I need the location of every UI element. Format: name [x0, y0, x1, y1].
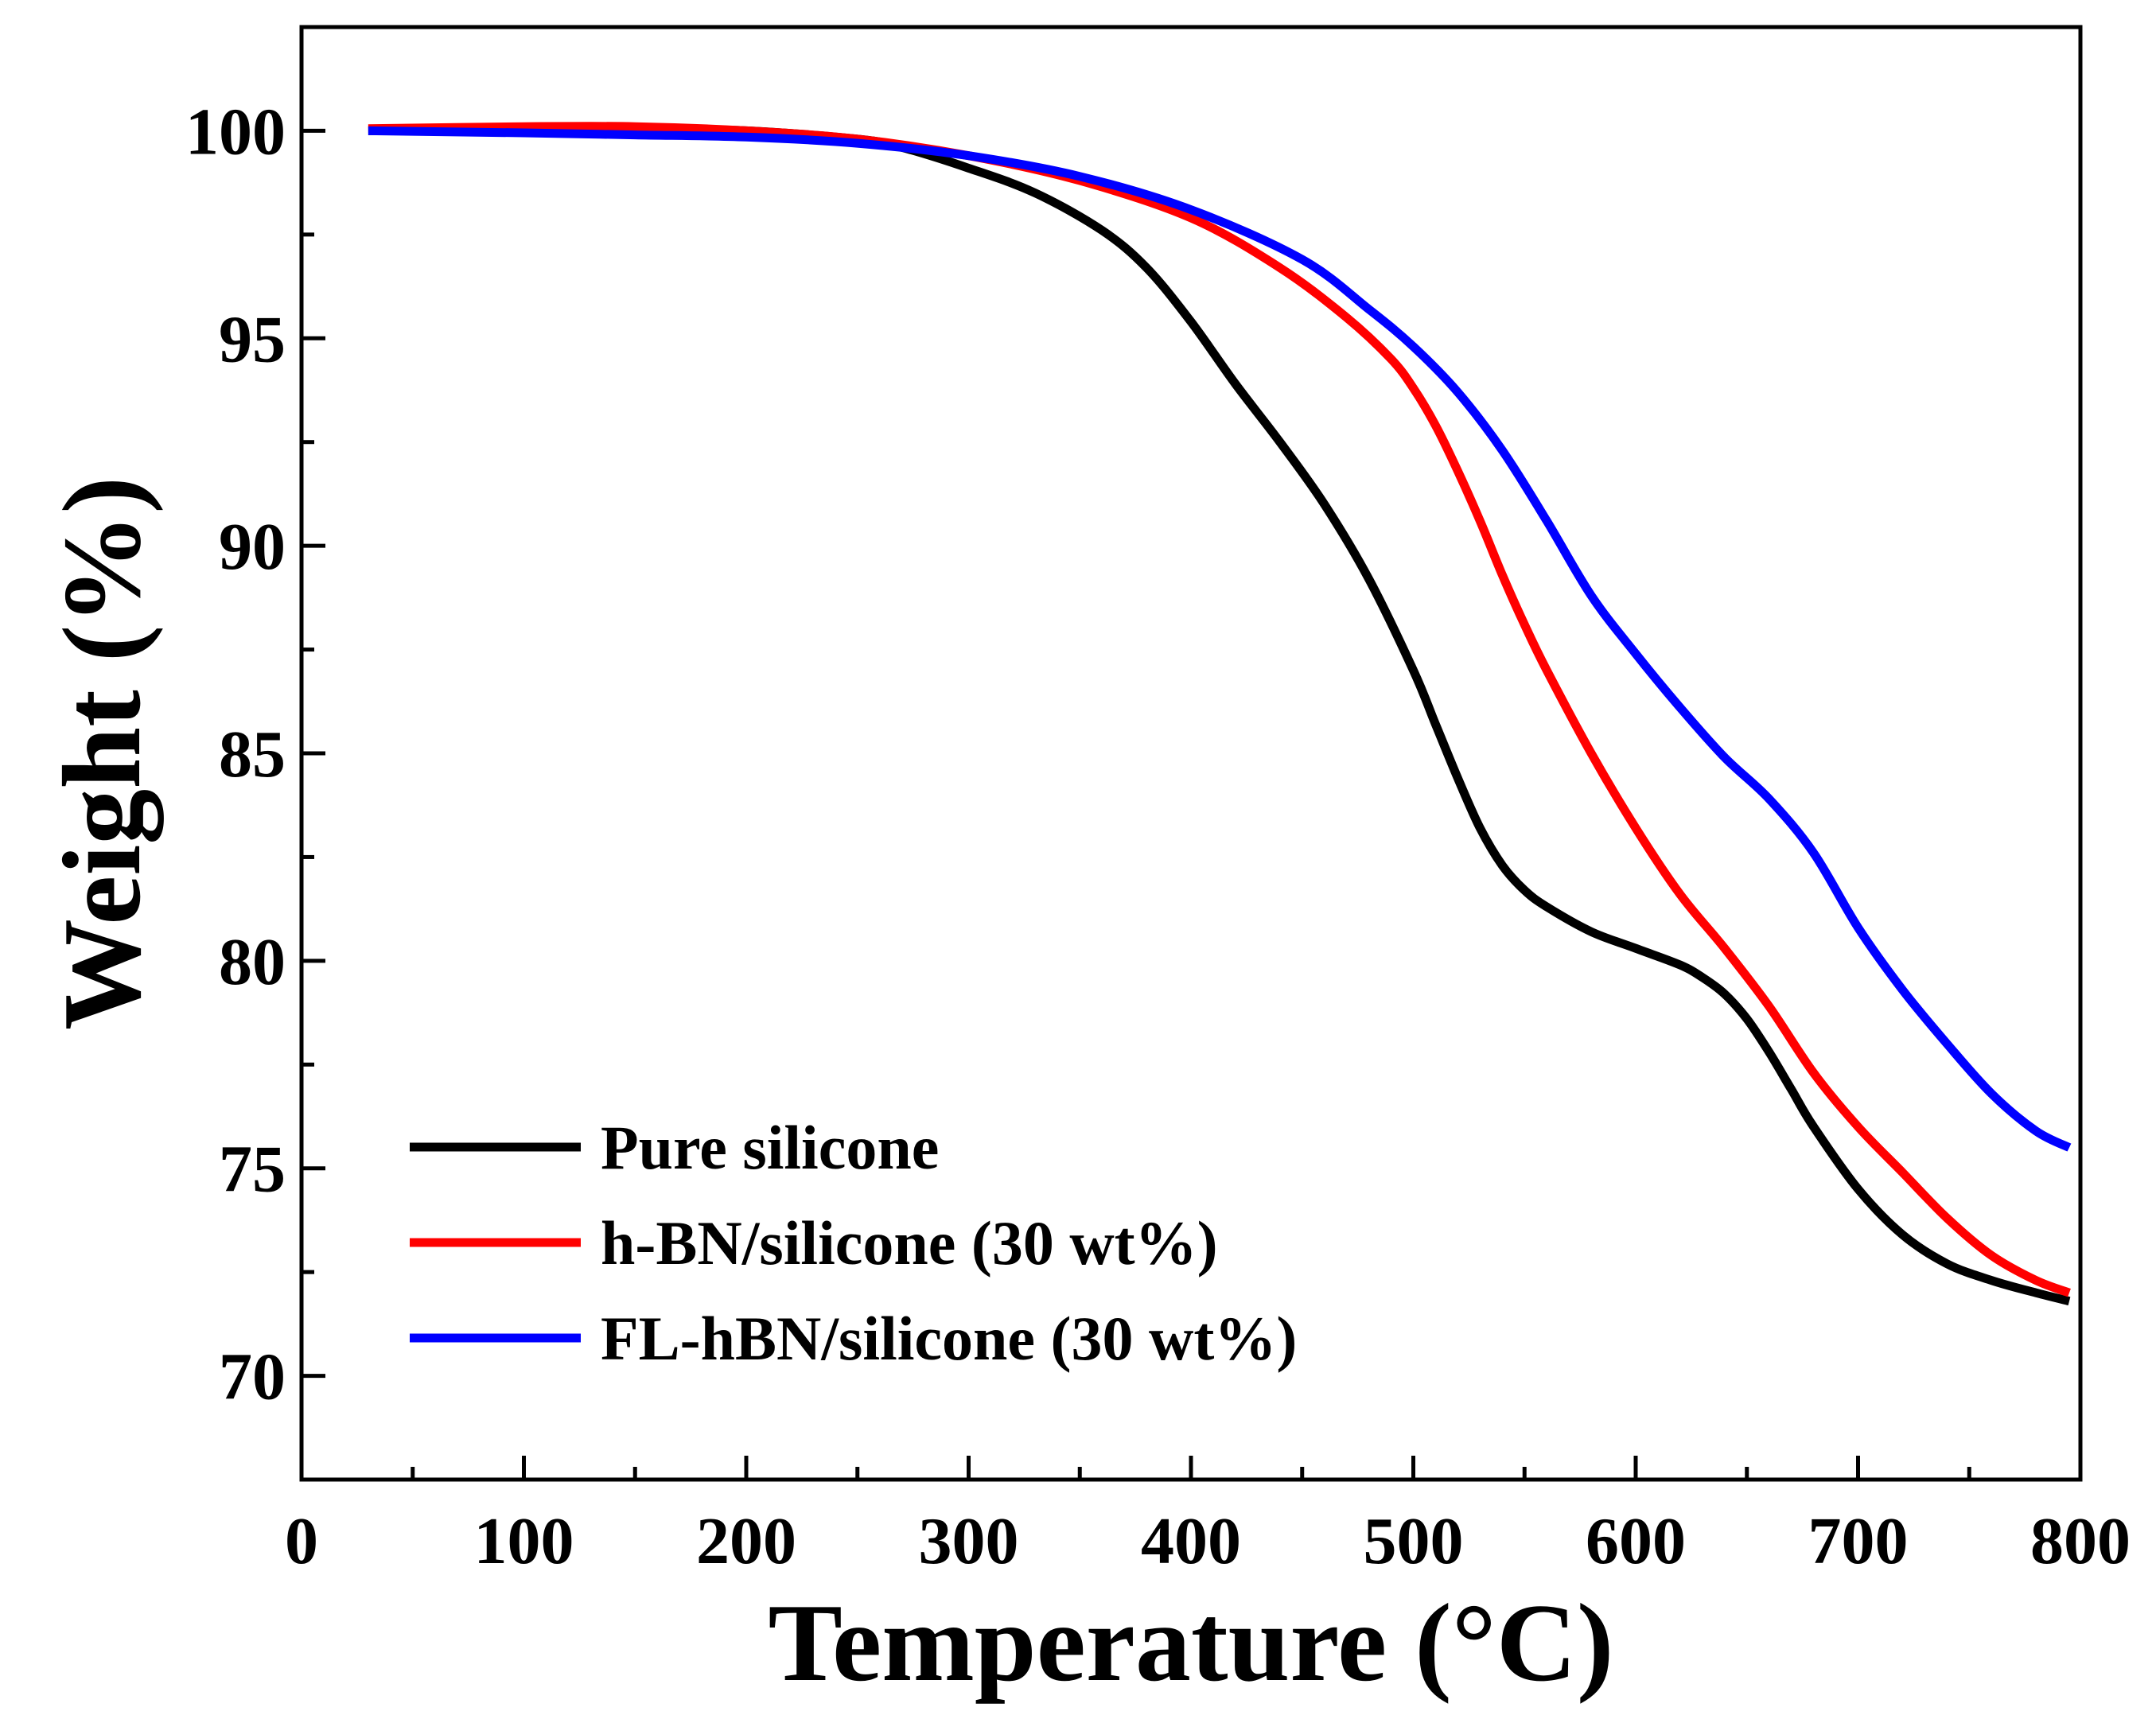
- x-tick-label: 600: [1586, 1504, 1686, 1578]
- y-tick-label: 100: [185, 95, 286, 169]
- x-tick-label: 100: [474, 1504, 574, 1578]
- series-line-2: [368, 126, 2072, 1152]
- x-tick-label: 400: [1141, 1504, 1241, 1578]
- x-tick-label: 800: [2030, 1504, 2131, 1578]
- legend-label-pure-silicone: Pure silicone: [601, 1113, 939, 1182]
- x-tick-label: 700: [1808, 1504, 1909, 1578]
- y-tick-label: 80: [219, 925, 286, 999]
- x-tick-label: 200: [696, 1504, 796, 1578]
- legend-label-flhbn-silicone: FL-hBN/silicone (30 wt%): [601, 1304, 1297, 1373]
- x-axis-title: Temperature (°C): [769, 1581, 1614, 1705]
- legend: Pure silicone h-BN/silicone (30 wt%) FL-…: [410, 1113, 1297, 1373]
- series-lines: [368, 122, 2072, 1306]
- y-tick-label: 75: [219, 1133, 286, 1207]
- x-tick-label: 0: [285, 1504, 318, 1578]
- y-tick-label: 95: [219, 302, 286, 376]
- y-tick-label: 70: [219, 1340, 286, 1414]
- x-tick-label: 500: [1364, 1504, 1464, 1578]
- axis-ticks: [299, 128, 2083, 1480]
- y-tick-label: 85: [219, 718, 286, 791]
- y-axis-title: Weight (%): [41, 476, 164, 1030]
- axis-tick-labels: 0 100 200 300 400 500 600 700 800 70 75 80 85 90 95 100: [185, 95, 2131, 1578]
- legend-label-hbn-silicone: h-BN/silicone (30 wt%): [601, 1208, 1218, 1278]
- x-tick-label: 300: [919, 1504, 1019, 1578]
- y-tick-label: 90: [219, 510, 286, 584]
